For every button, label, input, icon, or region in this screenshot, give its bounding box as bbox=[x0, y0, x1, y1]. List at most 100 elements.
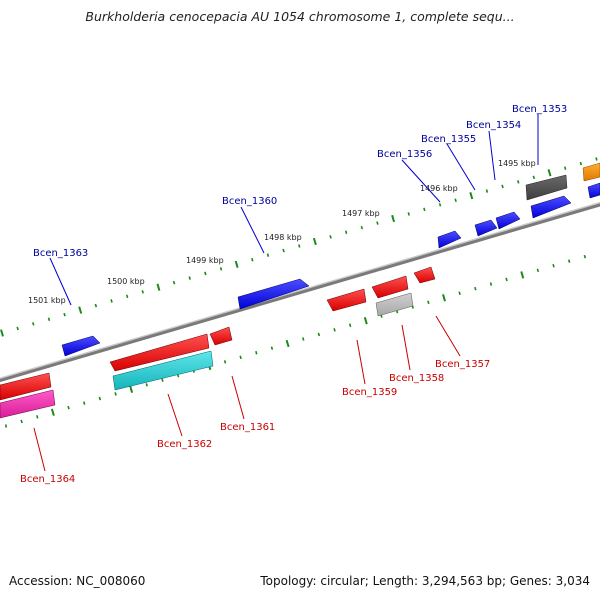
gene-feature[interactable] bbox=[530, 195, 572, 219]
major-tick bbox=[78, 306, 83, 314]
minor-tick bbox=[219, 267, 223, 271]
minor-tick bbox=[32, 322, 35, 326]
minor-tick bbox=[161, 378, 164, 382]
minor-tick bbox=[36, 415, 39, 419]
tick-track-lower bbox=[4, 254, 587, 428]
kbp-label: 1498 kbp bbox=[264, 233, 302, 242]
minor-tick bbox=[172, 280, 176, 285]
gene-label[interactable]: Bcen_1355 bbox=[421, 134, 476, 145]
minor-tick bbox=[458, 291, 461, 296]
reverse-gene-labels: Bcen_1364 Bcen_1362 Bcen_1361 Bcen_1359 … bbox=[20, 359, 490, 485]
minor-tick bbox=[489, 282, 493, 286]
kbp-scale: 1501 kbp 1500 kbp 1499 kbp 1498 kbp 1497… bbox=[28, 159, 536, 305]
major-tick bbox=[129, 385, 134, 393]
minor-tick bbox=[20, 419, 23, 424]
minor-tick bbox=[474, 286, 477, 291]
minor-tick bbox=[501, 184, 504, 189]
chromosome-backbone bbox=[0, 201, 600, 383]
minor-tick bbox=[188, 276, 191, 280]
forward-gene-labels: Bcen_1363 Bcen_1360 Bcen_1356 Bcen_1355 … bbox=[33, 104, 567, 259]
minor-tick bbox=[239, 355, 242, 360]
major-tick bbox=[234, 260, 239, 268]
minor-tick bbox=[552, 263, 555, 268]
gene-label[interactable]: Bcen_1359 bbox=[342, 387, 397, 398]
accession-text: Accession: NC_008060 bbox=[9, 574, 146, 588]
gene-feature[interactable] bbox=[474, 219, 498, 237]
gene-feature[interactable] bbox=[371, 275, 409, 299]
minor-tick bbox=[266, 253, 270, 257]
minor-tick bbox=[83, 401, 86, 405]
minor-tick bbox=[438, 203, 442, 207]
gene-feature[interactable] bbox=[375, 292, 414, 317]
major-tick bbox=[520, 271, 525, 279]
gene-label[interactable]: Bcen_1361 bbox=[220, 422, 275, 433]
major-tick bbox=[156, 283, 161, 291]
minor-tick bbox=[94, 303, 98, 308]
genome-summary-text: Topology: circular; Length: 3,294,563 bp… bbox=[260, 574, 590, 588]
gene-label[interactable]: Bcen_1360 bbox=[222, 196, 277, 207]
reverse-leader-lines bbox=[33, 315, 461, 472]
minor-tick bbox=[579, 161, 583, 166]
minor-tick bbox=[563, 166, 567, 170]
minor-tick bbox=[348, 323, 352, 328]
gene-feature[interactable] bbox=[587, 182, 600, 199]
gene-feature[interactable] bbox=[582, 162, 600, 182]
minor-tick bbox=[204, 271, 207, 276]
minor-tick bbox=[517, 180, 520, 184]
gene-feature[interactable] bbox=[209, 326, 233, 346]
minor-tick bbox=[282, 248, 285, 253]
minor-tick bbox=[223, 360, 227, 364]
minor-tick bbox=[110, 299, 113, 303]
gene-label[interactable]: Bcen_1364 bbox=[20, 474, 75, 485]
gene-feature[interactable] bbox=[413, 266, 436, 284]
gene-feature[interactable] bbox=[495, 211, 521, 230]
gene-label[interactable]: Bcen_1357 bbox=[435, 359, 490, 370]
minor-tick bbox=[141, 290, 144, 294]
gene-feature[interactable] bbox=[0, 372, 52, 401]
major-tick bbox=[312, 237, 317, 246]
minor-tick bbox=[125, 294, 129, 299]
gene-feature[interactable] bbox=[326, 288, 367, 312]
major-tick bbox=[469, 192, 474, 200]
gene-track-reverse bbox=[0, 266, 436, 419]
kbp-label: 1497 kbp bbox=[342, 209, 380, 218]
minor-tick bbox=[423, 207, 426, 212]
gene-feature[interactable] bbox=[112, 350, 214, 391]
tick-track-upper bbox=[0, 157, 598, 337]
map-title: Burkholderia cenocepacia AU 1054 chromos… bbox=[85, 9, 515, 24]
minor-tick bbox=[255, 351, 258, 355]
minor-tick bbox=[329, 235, 332, 239]
gene-feature[interactable] bbox=[109, 333, 210, 372]
minor-tick bbox=[376, 221, 379, 225]
minor-tick bbox=[536, 268, 540, 273]
gene-feature[interactable] bbox=[0, 389, 56, 419]
kbp-label: 1496 kbp bbox=[420, 184, 458, 193]
gene-label[interactable]: Bcen_1362 bbox=[157, 439, 212, 450]
minor-tick bbox=[344, 230, 348, 235]
gene-feature[interactable] bbox=[61, 335, 101, 357]
kbp-label: 1501 kbp bbox=[28, 296, 66, 305]
major-tick bbox=[547, 169, 552, 177]
gene-feature[interactable] bbox=[525, 174, 568, 201]
minor-tick bbox=[333, 328, 336, 332]
major-tick bbox=[0, 329, 4, 337]
kbp-label: 1499 kbp bbox=[186, 256, 224, 265]
gene-label[interactable]: Bcen_1358 bbox=[389, 373, 444, 384]
minor-tick bbox=[114, 392, 117, 396]
minor-tick bbox=[251, 258, 254, 262]
minor-tick bbox=[63, 312, 66, 317]
kbp-label: 1495 kbp bbox=[498, 159, 536, 168]
gene-label[interactable]: Bcen_1356 bbox=[377, 149, 432, 160]
minor-tick bbox=[47, 317, 51, 322]
minor-tick bbox=[16, 326, 19, 331]
minor-tick bbox=[595, 157, 598, 161]
forward-leader-lines bbox=[49, 114, 539, 306]
minor-tick bbox=[98, 396, 102, 401]
minor-tick bbox=[567, 259, 571, 263]
gene-feature[interactable] bbox=[237, 278, 310, 310]
gene-label[interactable]: Bcen_1353 bbox=[512, 104, 567, 115]
gene-label[interactable]: Bcen_1363 bbox=[33, 248, 88, 259]
gene-feature[interactable] bbox=[437, 230, 462, 249]
gene-label[interactable]: Bcen_1354 bbox=[466, 120, 521, 131]
